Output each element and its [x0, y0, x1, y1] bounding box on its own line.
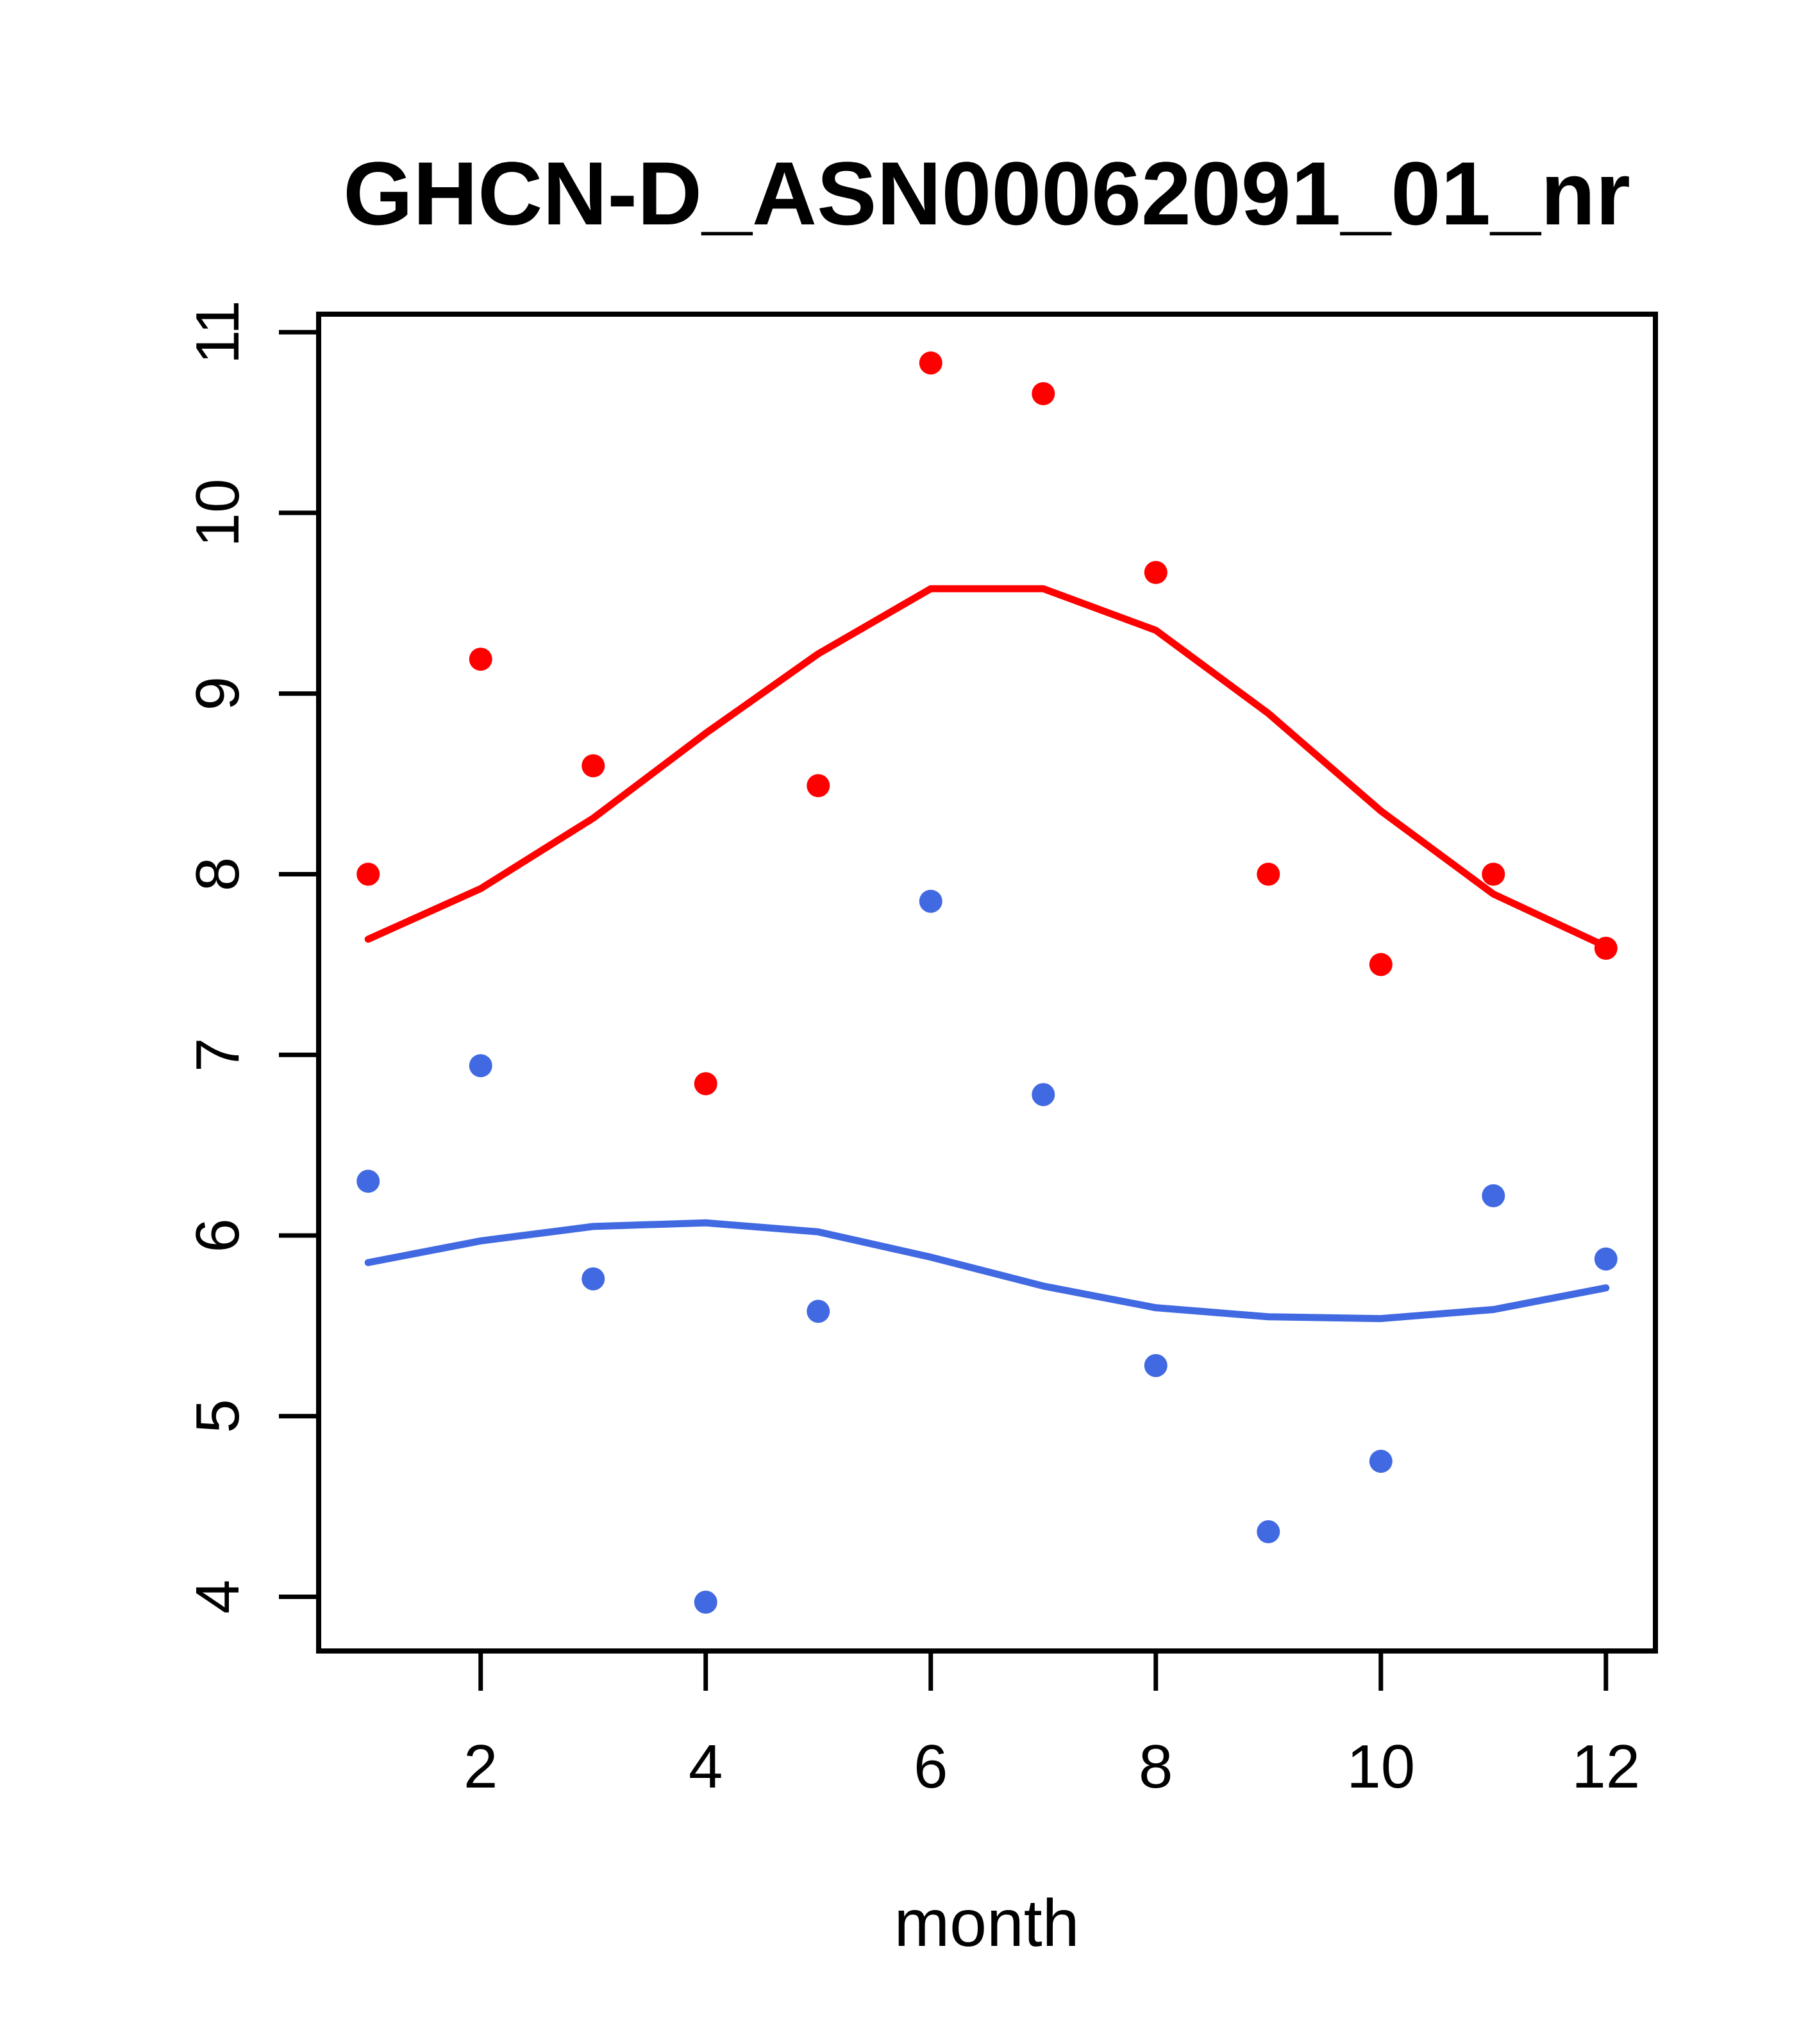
blue-point-month-4 [694, 1590, 717, 1614]
y-tick-label-10: 10 [183, 479, 252, 548]
plot-title: GHCN-D_ASN00062091_01_nr [343, 143, 1630, 244]
red-lowess-line [364, 585, 1610, 950]
blue-point-month-10 [1369, 1450, 1393, 1473]
blue-point-month-2 [469, 1054, 492, 1078]
y-tick-label-9: 9 [183, 676, 252, 710]
red-point-month-12 [1594, 936, 1618, 960]
x-tick-label-10: 10 [1346, 1732, 1415, 1801]
x-tick-label-8: 8 [1139, 1732, 1173, 1801]
blue-point-month-1 [356, 1169, 380, 1193]
y-tick-label-5: 5 [183, 1399, 252, 1433]
x-tick-label-2: 2 [464, 1732, 498, 1801]
y-tick-label-11: 11 [183, 300, 252, 364]
y-tick-label-6: 6 [183, 1218, 252, 1252]
red-point-month-11 [1482, 862, 1505, 886]
plot-box [316, 312, 1658, 1654]
x-tick-label-12: 12 [1571, 1732, 1640, 1801]
red-point-month-2 [469, 648, 492, 671]
red-point-month-7 [1032, 381, 1055, 405]
red-point-month-3 [582, 754, 605, 778]
red-point-month-10 [1369, 953, 1393, 976]
axes: 2 4 6 8 10 12 4 5 6 7 8 9 10 11 [183, 300, 1658, 1801]
y-tick-label-7: 7 [183, 1038, 252, 1072]
blue-point-month-9 [1257, 1520, 1280, 1544]
red-point-month-9 [1257, 862, 1280, 886]
data-series [356, 351, 1618, 1614]
y-tick-label-8: 8 [183, 857, 252, 891]
blue-point-month-7 [1032, 1083, 1055, 1107]
red-point-month-5 [807, 774, 830, 798]
x-axis-title: month [894, 1886, 1079, 1961]
red-point-month-4 [694, 1072, 717, 1096]
blue-point-month-12 [1594, 1247, 1618, 1271]
blue-point-month-3 [582, 1267, 605, 1291]
blue-point-month-6 [919, 889, 942, 913]
red-point-month-8 [1144, 560, 1168, 584]
x-tick-label-6: 6 [914, 1732, 948, 1801]
y-tick-label-4: 4 [183, 1580, 252, 1614]
red-point-month-1 [356, 862, 380, 886]
blue-point-month-5 [807, 1300, 830, 1323]
blue-point-month-11 [1482, 1184, 1505, 1207]
x-tick-label-4: 4 [689, 1732, 723, 1801]
red-point-month-6 [919, 351, 942, 375]
blue-point-month-8 [1144, 1353, 1168, 1377]
blue-lowess-line [364, 1219, 1610, 1323]
